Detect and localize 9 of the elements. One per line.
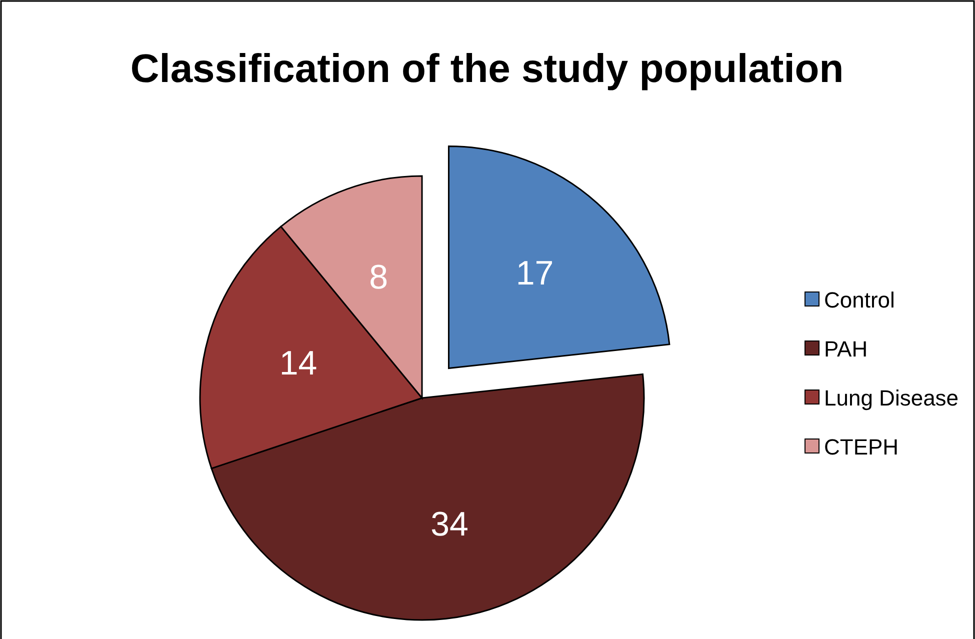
data-label: 17 [516,254,554,292]
legend-label: PAH [824,336,868,362]
legend-label: Lung Disease [824,386,959,411]
data-label: 14 [279,344,318,382]
chart-title: Classification of the study population [130,47,844,91]
legend-label: CTEPH [824,434,899,460]
legend-label: Control [824,288,895,313]
data-label: 8 [369,258,388,297]
data-label: 34 [430,506,468,544]
